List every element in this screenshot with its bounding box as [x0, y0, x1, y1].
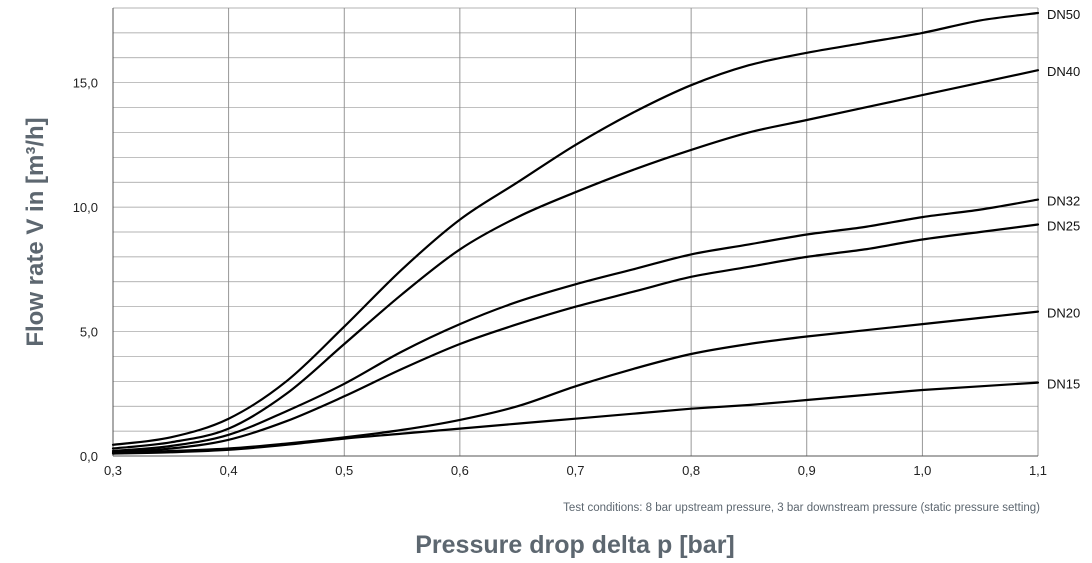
- series-label-dn50: DN50: [1047, 7, 1080, 22]
- x-tick-label: 0,8: [682, 463, 700, 478]
- series-label-dn40: DN40: [1047, 64, 1080, 79]
- x-tick-label: 0,9: [798, 463, 816, 478]
- x-tick-label: 1,1: [1029, 463, 1047, 478]
- y-axis-label: Flow rate V in [m³/h]: [22, 117, 49, 346]
- series-label-dn20: DN20: [1047, 306, 1080, 321]
- series-line-dn32: [111, 198, 1040, 453]
- x-tick-label: 0,6: [451, 463, 469, 478]
- x-tick-label: 0,5: [335, 463, 353, 478]
- grid: [113, 7, 1039, 456]
- series-line-dn25: [111, 223, 1040, 454]
- tick-labels: 0,3 0,4 0,5 0,6 0,7 0,8 0,9 1,0 1,1 0,0 5,0 10,0 15,…: [73, 76, 1047, 478]
- series-label-dn15: DN15: [1047, 377, 1080, 392]
- x-tick-label: 0,4: [220, 463, 238, 478]
- x-tick-label: 1,0: [913, 463, 931, 478]
- y-tick-label: 10,0: [73, 200, 98, 215]
- y-tick-label: 15,0: [73, 76, 98, 91]
- series-labels: DN50 DN40 DN32 DN25 DN20 DN15: [1047, 7, 1080, 392]
- x-tick-label: 0,7: [566, 463, 584, 478]
- y-tick-label: 5,0: [80, 325, 98, 340]
- x-tick-label: 0,3: [104, 463, 122, 478]
- series-line-dn50: [111, 11, 1040, 446]
- series-label-dn32: DN32: [1047, 194, 1080, 209]
- series-curves: [111, 11, 1040, 455]
- x-axis-label: Pressure drop delta p [bar]: [415, 531, 735, 559]
- axes: [112, 8, 1038, 457]
- test-conditions-note: Test conditions: 8 bar upstream pressure…: [563, 502, 1040, 514]
- series-label-dn25: DN25: [1047, 219, 1080, 234]
- y-tick-label: 0,0: [80, 449, 98, 464]
- series-line-dn15: [111, 381, 1040, 455]
- series-line-dn20: [111, 310, 1040, 455]
- series-line-dn40: [111, 69, 1040, 450]
